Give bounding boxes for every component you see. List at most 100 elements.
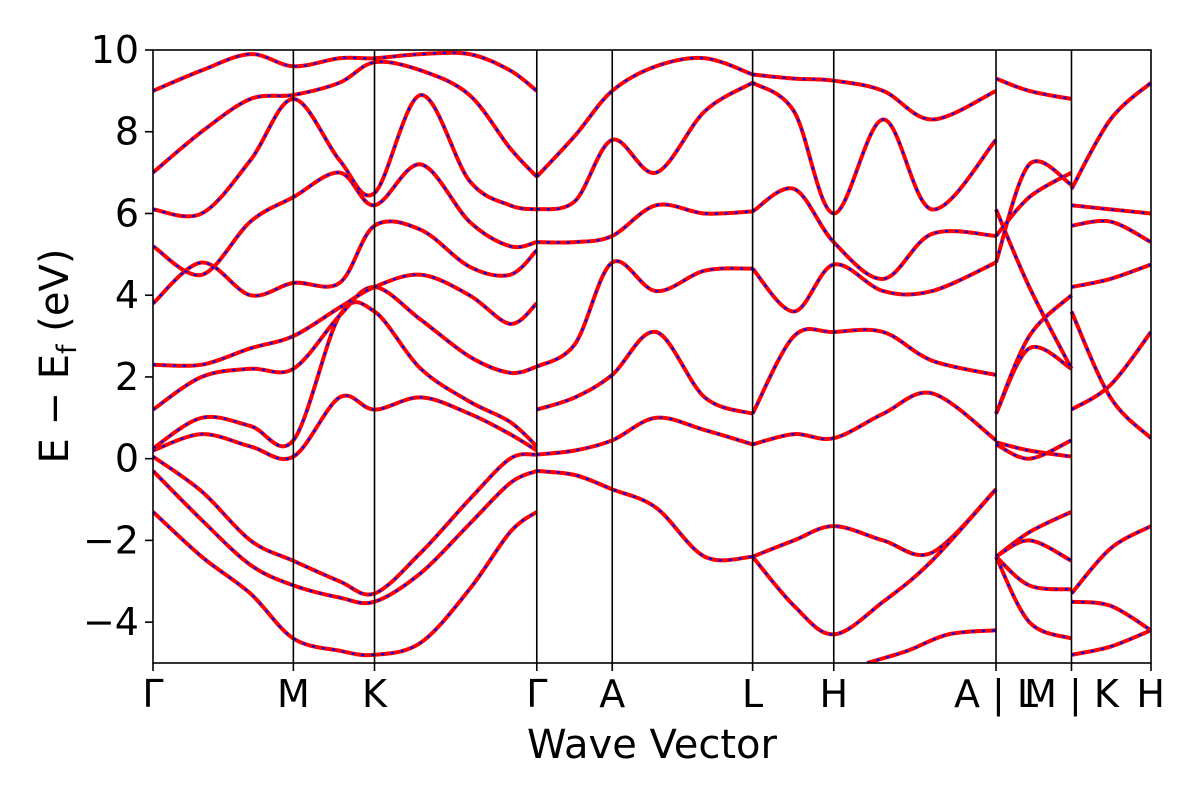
y-tick-label-4: 4: [115, 273, 139, 317]
x-tick-label-2: K: [362, 672, 388, 716]
band-line-dashed-21: [752, 391, 997, 446]
y-tick-label-7: 10: [91, 28, 139, 72]
x-tick-label-4: A: [599, 672, 625, 716]
band-line-dashed-14: [536, 330, 753, 415]
band-line-dashed-42: [1071, 600, 1151, 632]
band-line-45: [1071, 262, 1151, 289]
band-line-dashed-26: [752, 73, 997, 121]
band-line-dashed-18: [535, 56, 753, 178]
band-line-11: [153, 50, 539, 93]
band-line-dashed-5: [153, 285, 538, 411]
band-line-dashed-46: [1071, 204, 1151, 215]
band-line-30: [994, 538, 1073, 563]
band-line-dashed-8: [153, 163, 538, 277]
band-line-dashed-29: [995, 555, 1072, 591]
y-axis-label: E − Ef (eV): [32, 249, 83, 464]
band-line-8: [153, 162, 538, 277]
band-line-dashed-24: [751, 187, 997, 281]
band-line-dashed-16: [536, 203, 753, 244]
band-line-35: [994, 293, 1073, 415]
band-line-32: [995, 440, 1072, 459]
band-line-1: [153, 469, 538, 606]
band-line-19: [751, 487, 998, 559]
band-line-dashed-37: [995, 171, 1073, 237]
band-line-26: [752, 72, 997, 122]
x-tick-label-9: H: [1136, 672, 1165, 716]
band-line-6: [153, 272, 539, 368]
band-line-dashed-34: [995, 439, 1072, 460]
band-line-42: [1071, 599, 1151, 633]
band-line-dashed-44: [1070, 311, 1151, 439]
band-line-7: [153, 219, 539, 305]
band-line-20: [751, 487, 998, 637]
band-line-dashed-35: [994, 294, 1073, 415]
band-line-dashed-10: [153, 60, 538, 178]
band-line-36: [994, 208, 1074, 370]
band-line-dashed-23: [751, 261, 997, 313]
x-tick-label-7: A | L: [954, 672, 1038, 717]
x-tick-label-1: M: [277, 672, 310, 716]
band-line-2: [153, 452, 538, 597]
band-line-17: [536, 80, 754, 212]
y-tick-label-6: 8: [115, 110, 139, 154]
y-tick-label-2: 0: [115, 437, 139, 481]
band-line-39: [995, 76, 1072, 101]
band-line-18: [535, 55, 754, 179]
band-line-dashed-48: [1070, 81, 1151, 190]
band-line-41: [1069, 524, 1151, 595]
x-tick-label-0: Γ: [142, 672, 163, 716]
band-line-25: [751, 80, 998, 216]
band-line-10: [153, 59, 539, 179]
band-line-40: [1071, 628, 1151, 657]
x-axis-label: Wave Vector: [527, 722, 778, 768]
y-axis-label-main: E − E: [32, 354, 78, 464]
band-line-dashed-41: [1070, 525, 1151, 595]
band-line-dashed-13: [536, 416, 753, 456]
x-tick-label-3: Γ: [526, 672, 547, 716]
band-line-24: [751, 186, 997, 281]
band-line-16: [536, 202, 753, 245]
band-line-dashed-27: [866, 629, 997, 663]
band-line-dashed-9: [153, 93, 537, 218]
band-line-48: [1069, 81, 1151, 190]
bands-layer: [153, 50, 1151, 663]
band-line-47: [1071, 218, 1151, 244]
y-tick-label-1: −2: [83, 518, 139, 562]
x-tick-label-6: H: [819, 672, 848, 716]
band-line-12: [536, 468, 753, 563]
band-line-dashed-25: [751, 81, 997, 215]
plot-frame: [152, 49, 1152, 664]
band-line-dashed-38: [994, 160, 1073, 263]
high-symmetry-lines: [292, 50, 1073, 663]
band-line-15: [535, 259, 753, 369]
band-line-dashed-47: [1071, 219, 1151, 244]
band-line-dashed-6: [153, 273, 538, 367]
y-axis-label-unit: (eV): [32, 249, 78, 345]
y-tick-label-5: 6: [115, 191, 139, 235]
band-line-14: [536, 329, 754, 416]
band-line-dashed-20: [751, 488, 997, 636]
y-axis-ticks: −4 −2 0 2 4 6 8 10: [83, 28, 153, 644]
band-line-dashed-0: [153, 510, 538, 657]
band-line-27: [866, 628, 997, 663]
y-tick-label-3: 2: [115, 355, 139, 399]
x-axis-ticks: Γ M K Γ A L H A | LM | K H: [142, 663, 1165, 717]
y-tick-label-0: −4: [83, 600, 139, 644]
band-line-dashed-19: [752, 488, 997, 558]
band-line-21: [752, 390, 998, 447]
band-line-9: [153, 93, 538, 219]
band-line-dashed-28: [995, 510, 1072, 558]
x-tick-label-5: L: [742, 672, 763, 716]
band-line-31: [994, 555, 1073, 641]
band-line-dashed-43: [1070, 331, 1151, 411]
x-tick-label-8: M | K: [1024, 672, 1120, 717]
band-line-23: [751, 260, 997, 314]
band-line-dashed-7: [153, 220, 538, 305]
band-line-dashed-3: [153, 394, 538, 461]
band-line-13: [536, 415, 754, 457]
y-axis-label-subscript: f: [52, 343, 83, 354]
band-line-dashed-12: [536, 469, 753, 562]
band-line-44: [1069, 310, 1151, 440]
band-line-dashed-22: [751, 327, 997, 415]
